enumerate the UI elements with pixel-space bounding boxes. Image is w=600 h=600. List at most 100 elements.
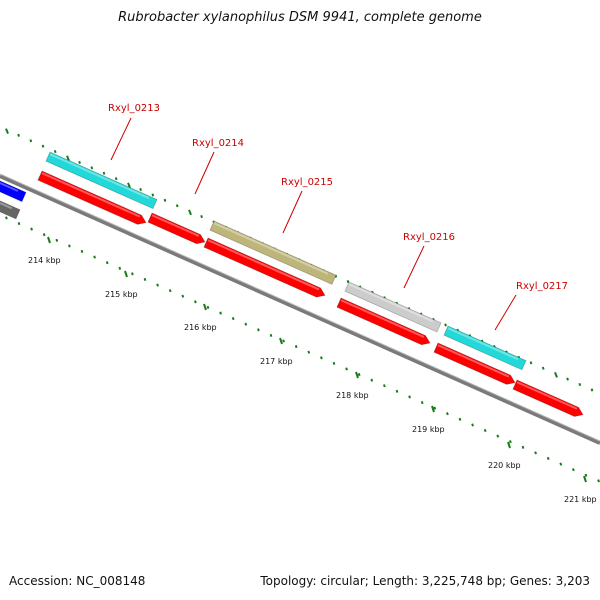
gene-red-0215-shape — [203, 237, 326, 298]
inner-tick — [395, 389, 399, 393]
outer-tick — [444, 323, 447, 327]
inner-tick — [446, 412, 449, 416]
gene-leader-line — [403, 245, 425, 289]
tick-label: 221 kbp — [564, 495, 597, 504]
gene-olive-0215-shape — [209, 220, 337, 285]
inner-tick — [597, 479, 600, 483]
inner-tick — [93, 255, 96, 259]
tick-label: 220 kbp — [488, 461, 521, 470]
inner-tick — [496, 434, 500, 438]
gene-red-0213-shape — [37, 170, 147, 225]
inner-tick — [509, 440, 512, 444]
outer-tick — [163, 198, 167, 202]
gene-gray-0216 — [344, 281, 442, 333]
outer-tick — [66, 155, 70, 162]
gene-cyan-0213 — [45, 151, 158, 210]
outer-tick — [554, 372, 558, 378]
inner-tick — [584, 473, 588, 477]
genome-title: Rubrobacter xylanophilus DSM 9941, compl… — [118, 10, 482, 25]
gene-label-layer: Rxyl_0213 Rxyl_0214 Rxyl_0215 Rxyl_0216 Rxyl… — [108, 103, 568, 331]
gene-leader-line — [194, 151, 215, 195]
feature-track — [0, 151, 584, 417]
inner-tick — [244, 322, 248, 326]
gene-cyan-0213-shape — [45, 151, 158, 210]
outer-tick — [175, 204, 179, 208]
inner-tick — [206, 305, 210, 309]
gene-red-0216-shape — [336, 297, 431, 346]
outer-tick — [188, 209, 192, 216]
gene-red-0214-highlight — [151, 214, 200, 237]
gene-label: Rxyl_0213 — [108, 103, 160, 114]
inner-tick — [131, 272, 134, 276]
gene-red-0215-highlight — [207, 239, 320, 291]
inner-tick — [383, 384, 386, 388]
inner-tick — [257, 328, 260, 332]
gene-olive-0215-highlight — [213, 222, 329, 275]
tick-label: 218 kbp — [336, 391, 369, 400]
outer-tick — [5, 128, 9, 135]
backbone-line — [0, 174, 600, 445]
inner-tick — [320, 356, 323, 360]
gene-red-0214-shape — [147, 212, 206, 245]
inner-tick — [181, 294, 185, 298]
tick-label: 217 kbp — [260, 357, 293, 366]
major-tick — [124, 270, 128, 278]
gene-partial-dark — [0, 191, 21, 220]
gene-red-0216 — [336, 297, 431, 346]
gene-label: Rxyl_0216 — [403, 232, 455, 243]
outer-tick — [41, 144, 45, 148]
gene-olive-0215 — [209, 220, 337, 285]
outer-tick — [139, 187, 142, 192]
inner-tick — [42, 233, 46, 237]
gene-label: Rxyl_0215 — [281, 177, 333, 188]
inner-tick — [168, 289, 172, 293]
gene-red-0217 — [433, 342, 516, 385]
backbone-highlight — [0, 173, 600, 442]
outer-tick — [127, 182, 131, 189]
inner-tick — [231, 317, 235, 321]
gene-gray-0216-shape — [344, 281, 442, 333]
outer-tick — [200, 215, 203, 219]
outer-tick — [578, 382, 582, 387]
inner-tick — [332, 361, 336, 365]
inner-tick — [483, 428, 487, 433]
gene-cyan-0217-highlight — [447, 327, 519, 361]
genome-summary-text: Topology: circular; Length: 3,225,748 bp… — [260, 574, 590, 588]
outer-tick — [90, 166, 94, 170]
inner-tick — [68, 244, 71, 248]
genome-backbone — [0, 173, 600, 445]
gene-red-0218-shape — [512, 379, 584, 417]
tick-label: 214 kbp — [28, 256, 61, 265]
outer-tick — [53, 150, 57, 154]
inner-tick — [307, 350, 311, 354]
inner-tick — [345, 367, 348, 371]
tick-label: 219 kbp — [412, 425, 445, 434]
outer-tick — [102, 171, 106, 175]
tick-label: 215 kbp — [105, 290, 138, 299]
major-tick — [47, 236, 51, 244]
inner-tick — [143, 277, 147, 282]
inner-tick — [408, 395, 411, 399]
gene-partial-blue-highlight — [0, 173, 19, 192]
outer-tick — [29, 139, 33, 143]
gene-cyan-0217-shape — [443, 325, 527, 371]
inner-tick-track: 214 kbp 215 kbp 216 kbp 217 kbp 218 kbp 219 k… — [5, 216, 600, 504]
inner-tick — [156, 283, 159, 287]
gene-partial-blue — [0, 171, 27, 203]
major-tick — [203, 303, 207, 311]
inner-tick — [5, 216, 8, 220]
major-tick — [583, 475, 587, 483]
inner-tick — [433, 406, 437, 410]
inner-tick — [30, 227, 33, 231]
outer-tick — [78, 160, 81, 164]
gene-cyan-0217 — [443, 325, 527, 371]
outer-tick — [346, 280, 350, 284]
gene-label: Rxyl_0214 — [192, 138, 244, 149]
inner-tick — [534, 451, 537, 455]
inner-tick — [521, 445, 525, 449]
inner-tick — [471, 423, 474, 427]
gene-red-0217-shape — [433, 342, 516, 385]
gene-leader-line — [110, 117, 132, 161]
inner-tick — [357, 373, 361, 377]
